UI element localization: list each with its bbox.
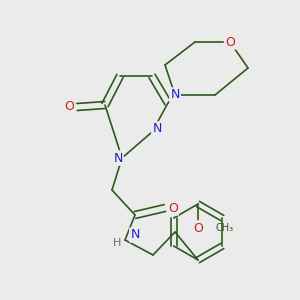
Text: N: N [170,88,180,101]
Text: O: O [168,202,178,214]
Text: N: N [152,122,162,136]
Text: O: O [225,35,235,49]
Text: O: O [64,100,74,113]
Text: O: O [193,221,203,235]
Text: N: N [113,152,123,164]
Text: N: N [130,229,140,242]
Text: H: H [113,238,121,248]
Text: CH₃: CH₃ [216,223,234,233]
